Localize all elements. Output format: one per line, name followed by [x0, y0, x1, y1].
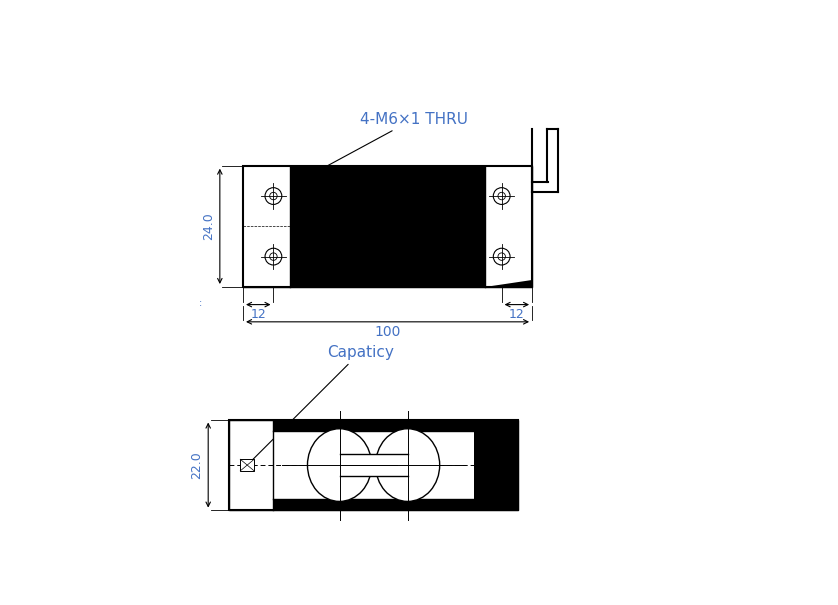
Ellipse shape — [308, 429, 371, 502]
Circle shape — [494, 188, 510, 204]
Text: :: : — [199, 298, 202, 308]
Bar — [473, 420, 518, 511]
Bar — [273, 431, 473, 499]
Bar — [243, 166, 532, 287]
Text: 22.0: 22.0 — [190, 451, 203, 479]
Text: 100: 100 — [375, 325, 401, 339]
Ellipse shape — [375, 429, 440, 502]
Bar — [485, 166, 532, 287]
Circle shape — [270, 192, 277, 200]
Bar — [243, 166, 290, 287]
Circle shape — [265, 248, 282, 265]
Text: Capaticy: Capaticy — [251, 345, 394, 461]
Bar — [229, 420, 518, 511]
Text: 24.0: 24.0 — [202, 212, 215, 240]
Circle shape — [270, 253, 277, 260]
Bar — [339, 454, 407, 476]
Circle shape — [498, 253, 505, 260]
Text: 4-M6×1 THRU: 4-M6×1 THRU — [278, 112, 468, 192]
Bar — [243, 166, 532, 287]
Circle shape — [265, 188, 282, 204]
Text: 12: 12 — [251, 309, 266, 321]
Circle shape — [498, 192, 505, 200]
Bar — [273, 420, 473, 431]
Bar — [290, 166, 485, 287]
Bar — [273, 499, 473, 511]
Text: 15: 15 — [251, 218, 265, 234]
Polygon shape — [485, 280, 532, 287]
Text: 12: 12 — [509, 309, 525, 321]
Bar — [229, 420, 518, 511]
Circle shape — [494, 248, 510, 265]
Bar — [241, 459, 254, 471]
